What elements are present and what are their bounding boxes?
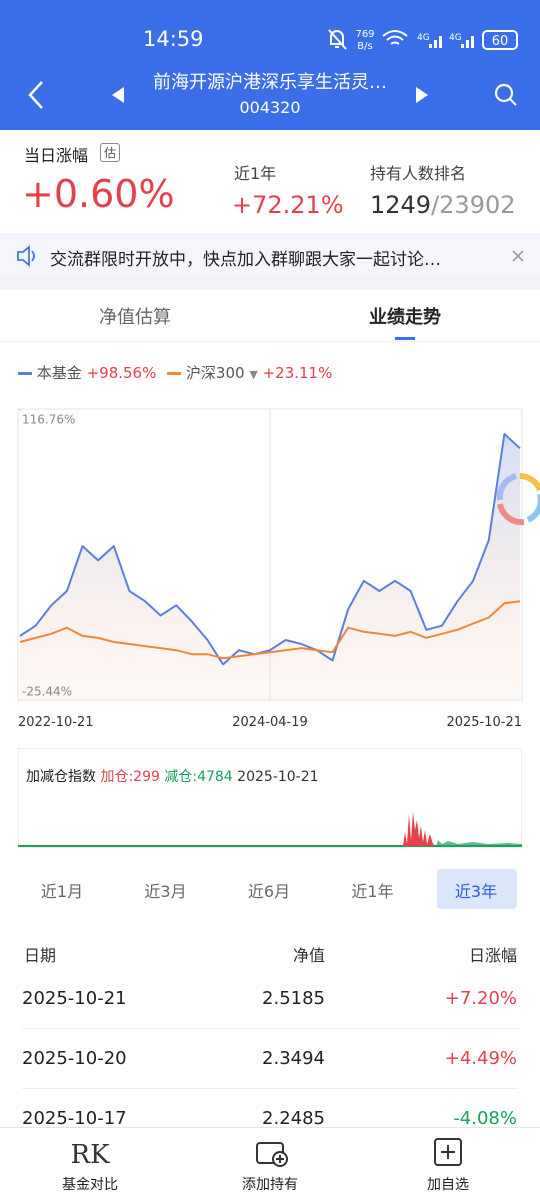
net-speed: 769 <box>355 29 374 40</box>
rank-value: 1249 <box>370 191 432 219</box>
nav-icons <box>28 81 517 109</box>
position-index-chart <box>18 812 522 847</box>
row-date: 2025-10-17 <box>22 1108 127 1129</box>
dropdown-arrow[interactable]: ▼ <box>249 368 258 381</box>
legend-swatch <box>18 372 32 375</box>
fund-title: 前海开源沪港深乐享生活灵… <box>153 72 387 93</box>
legend-label: 本基金 <box>36 364 82 382</box>
search-handle <box>509 98 517 106</box>
header <box>0 0 540 130</box>
period-button[interactable]: 近3月 <box>144 882 187 901</box>
bottom-tab[interactable]: 基金对比 <box>62 1177 118 1193</box>
estimate-badge: 估 <box>100 143 121 162</box>
status-icons: 769 B/s 4G 4G 60 <box>328 29 518 52</box>
table-header: 日涨幅 <box>468 946 517 965</box>
daily-label: 当日涨幅 <box>24 146 89 165</box>
prev-fund[interactable] <box>112 87 124 103</box>
row-nav: 2.2485 <box>262 1108 325 1129</box>
table-header: 净值 <box>292 946 325 965</box>
time: 14:59 <box>143 27 204 51</box>
rank: 1249/23902 <box>370 191 516 219</box>
row-divider <box>22 1088 518 1089</box>
period-button[interactable]: 近1月 <box>40 882 84 901</box>
battery-level: 60 <box>492 34 509 49</box>
net-unit: B/s <box>357 41 372 52</box>
line <box>19 600 521 660</box>
notice-text: 交流群限时开放中，快点加入群聊跟大家一起讨论… <box>50 250 441 270</box>
tab-indicator <box>395 337 415 340</box>
tab[interactable]: 净值估算 <box>99 307 171 328</box>
rank-total: /23902 <box>431 191 516 219</box>
row-divider <box>22 1028 518 1029</box>
bottom-icons: RK <box>71 1138 462 1170</box>
legend-value: +98.56% <box>86 364 157 382</box>
signal-bars <box>429 36 442 48</box>
period-selected-bg <box>437 869 517 909</box>
cut-label: 减仓: <box>164 769 198 785</box>
legend-value: +23.11% <box>262 364 333 382</box>
rank-label: 持有人数排名 <box>370 164 467 183</box>
row-date: 2025-10-21 <box>22 988 127 1009</box>
period-button[interactable]: 近1年 <box>351 882 394 901</box>
legend-swatch <box>167 372 182 375</box>
year-value: +72.21% <box>232 191 344 219</box>
x-tick-label: 2024-04-19 <box>232 715 308 730</box>
bottom-tab[interactable]: 添加持有 <box>242 1177 298 1193</box>
speaker-icon <box>17 245 35 267</box>
position-index-panel <box>18 748 522 848</box>
x-tick-label: 2022-10-21 <box>18 715 94 730</box>
line <box>19 433 521 666</box>
add-label: 加仓: <box>100 769 134 785</box>
signal-label: 4G <box>449 33 462 43</box>
compare-icon[interactable]: RK <box>71 1140 111 1170</box>
watchlist-icon[interactable] <box>434 1138 462 1166</box>
bell-icon <box>330 30 344 48</box>
tab-active[interactable]: 业绩走势 <box>369 307 441 328</box>
y-tick-label: 116.76% <box>22 413 75 427</box>
divider <box>0 278 540 290</box>
add-value: 299 <box>133 769 160 785</box>
row-nav: 2.3494 <box>262 1048 325 1069</box>
divider <box>0 341 540 342</box>
row-change: +4.49% <box>444 1048 517 1069</box>
wifi-icon <box>382 30 408 45</box>
legend: 本基金 +98.56% 沪深300 ▼ +23.11% <box>18 362 332 383</box>
bottom-tab[interactable]: 加自选 <box>427 1177 469 1193</box>
mute-slash <box>328 29 347 50</box>
fund-code: 004320 <box>239 98 301 117</box>
row-nav: 2.5185 <box>262 988 325 1009</box>
next-fund[interactable] <box>416 87 428 103</box>
cut-value: 4784 <box>197 769 233 785</box>
loading-ring <box>496 473 540 526</box>
period-selected[interactable]: 近3年 <box>454 882 498 901</box>
period-button[interactable]: 近6月 <box>247 882 291 901</box>
position-title: 加减仓指数 <box>26 769 96 785</box>
row-change: +7.20% <box>444 988 517 1009</box>
back-button[interactable] <box>28 81 43 109</box>
year-label: 近1年 <box>234 164 277 183</box>
search-button[interactable] <box>494 83 514 103</box>
row-change: -4.08% <box>453 1108 517 1129</box>
position-index-header: 加减仓指数 加仓:299 减仓:4784 2025-10-21 <box>26 766 319 786</box>
daily-value: +0.60% <box>22 172 175 216</box>
table-header: 日期 <box>24 946 57 965</box>
signal-bars <box>461 36 474 48</box>
close-notice[interactable] <box>510 248 526 264</box>
x-tick-label: 2025-10-21 <box>446 715 522 730</box>
position-date: 2025-10-21 <box>237 769 319 785</box>
notice-bar[interactable] <box>0 233 540 278</box>
legend-label: 沪深300 <box>185 364 245 382</box>
signal-label: 4G <box>417 33 430 43</box>
chart: -25.44%116.76%2022-10-212024-04-192025-1… <box>17 408 523 730</box>
battery <box>482 30 518 50</box>
area <box>20 434 520 700</box>
row-date: 2025-10-20 <box>22 1048 127 1069</box>
